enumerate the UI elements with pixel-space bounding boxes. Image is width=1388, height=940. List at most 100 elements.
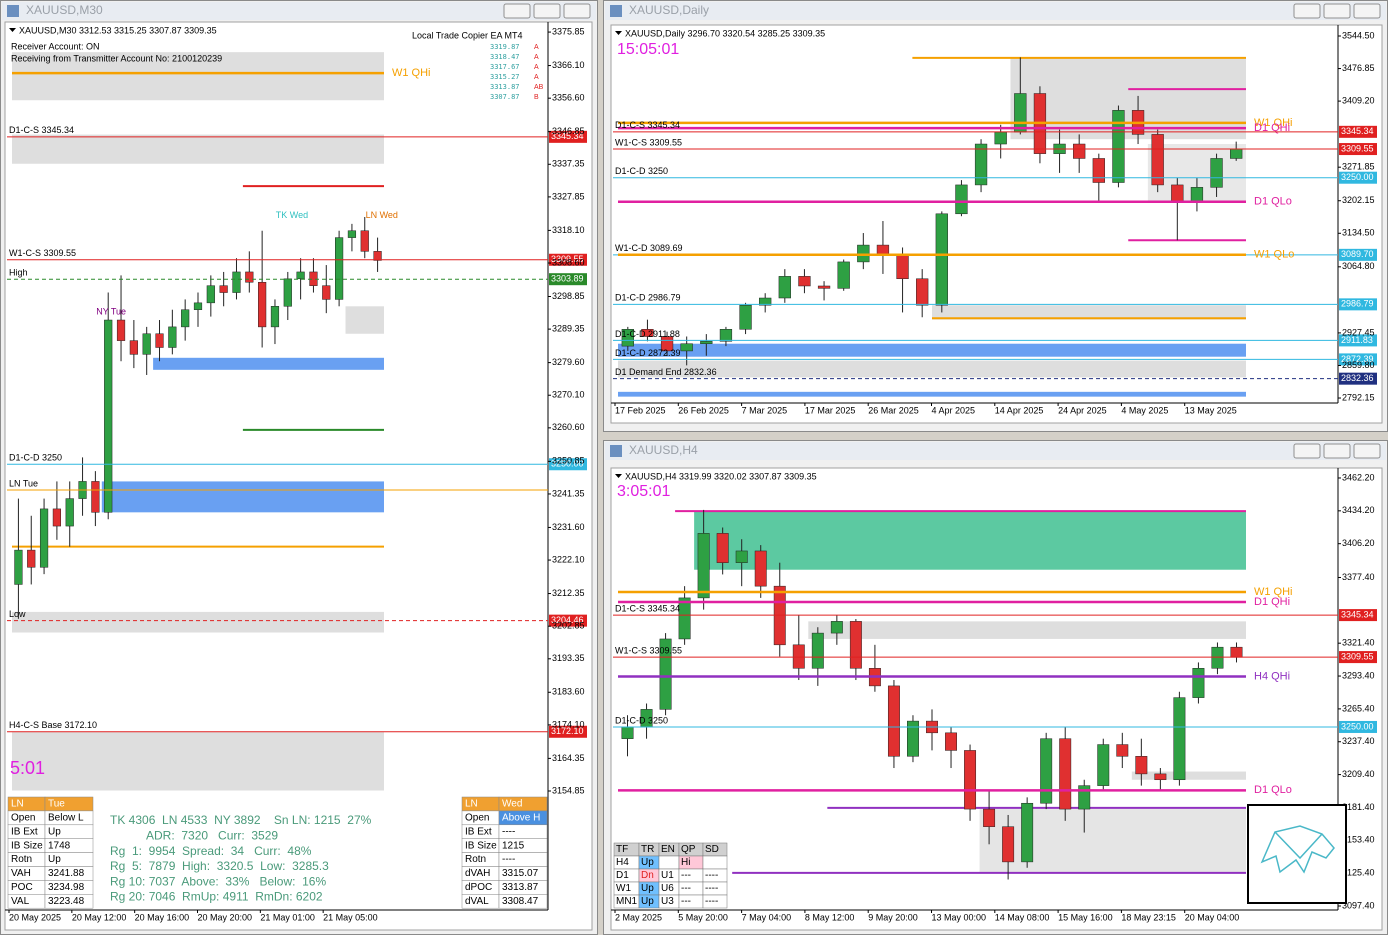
order-price: 3317.67 (490, 63, 520, 71)
stat-line: Rg 20: 7046 RmUp: 4911 RmDn: 6202 (110, 890, 323, 904)
y-tick-label: 3260.60 (552, 422, 585, 432)
x-tick-label: 8 May 12:00 (805, 912, 855, 922)
price-tag-label: 3204.46 (551, 615, 584, 625)
zone (618, 391, 1246, 397)
x-tick-label: 4 Apr 2025 (932, 405, 976, 415)
price-tag-label: 3303.89 (551, 274, 584, 284)
level-label: H4-C-S Base 3172.10 (9, 720, 97, 730)
price-tag-label: 3345.34 (1341, 609, 1374, 619)
candle-body (1192, 668, 1205, 698)
table-text: U3 (661, 896, 674, 907)
candle-body (181, 309, 190, 328)
candle-body (983, 808, 996, 827)
order-price: 3318.47 (490, 53, 520, 61)
candle-body (335, 237, 344, 300)
y-tick-label: 3212.35 (552, 588, 585, 598)
x-tick-label: 5 May 20:00 (678, 912, 728, 922)
level-label: High (9, 268, 28, 278)
timer: 15:05:01 (617, 41, 679, 58)
x-tick-label: 24 Apr 2025 (1058, 405, 1107, 415)
candle-body (1135, 756, 1148, 775)
y-tick-label: 2927.45 (1342, 327, 1375, 337)
table-text: --- (681, 870, 691, 881)
y-tick-label: 3134.50 (1342, 228, 1375, 238)
level-label: D1-C-D 2911.88 (615, 329, 680, 339)
candle-body (1230, 148, 1243, 159)
table-text: W1 (616, 883, 631, 894)
level-label: W1-C-D 3089.69 (615, 243, 683, 253)
candle-body (916, 278, 929, 306)
window-button[interactable] (1323, 3, 1351, 19)
level-label: W1 QHi (1254, 586, 1293, 598)
window-button[interactable] (1323, 443, 1351, 459)
table-text: IB Size (11, 840, 43, 851)
timer: 3:05:01 (617, 483, 670, 500)
candle-body (621, 329, 634, 347)
table-text: ---- (502, 854, 515, 865)
app-icon (7, 5, 19, 17)
price-tag (549, 253, 587, 266)
table-text: Open (11, 812, 35, 823)
window-title: XAUUSD,M30 (26, 3, 103, 17)
candle-body (219, 285, 228, 293)
window-button[interactable] (1293, 443, 1321, 459)
y-tick-label: 3308.60 (552, 257, 585, 267)
level-label: D1-C-D 3250 (9, 453, 62, 463)
candle-body (1171, 184, 1184, 203)
candle-body (129, 340, 138, 355)
price-tag (1339, 651, 1377, 664)
candle-body (759, 297, 772, 306)
candle-body (778, 276, 791, 299)
order-price: 3315.27 (490, 73, 520, 81)
window-button[interactable] (533, 3, 561, 19)
candle-body (719, 329, 733, 342)
order-price: 3319.87 (490, 43, 520, 51)
candle-body (678, 597, 691, 640)
price-tag-label: 3345.34 (1341, 126, 1374, 136)
y-tick-label: 3298.85 (552, 291, 585, 301)
window-button[interactable] (503, 3, 531, 19)
level-label: W1-C-S 3309.55 (615, 645, 682, 655)
window-button[interactable] (1353, 443, 1381, 459)
table-text: Rotn (465, 854, 486, 865)
table-text: VAL (11, 896, 30, 907)
price-tag-label: 2832.36 (1341, 373, 1374, 383)
title-bar (605, 2, 1386, 20)
session-label: TK Wed (276, 210, 308, 220)
x-tick-label: 20 May 04:00 (1185, 912, 1240, 922)
candle-body (754, 550, 767, 587)
window-button[interactable] (1353, 3, 1381, 19)
stat-line: TK 4306 LN 4533 NY 3892 Sn LN: 1215 27% (110, 813, 372, 827)
candle-body (1112, 110, 1125, 183)
candle-body (1073, 143, 1086, 159)
table-text: --- (681, 883, 691, 894)
x-tick-label: 14 Apr 2025 (995, 405, 1044, 415)
table-cell (702, 855, 728, 870)
candle-body (1092, 158, 1105, 183)
price-tag (1339, 334, 1377, 347)
table-text: dVAH (465, 868, 490, 879)
candle-body (945, 732, 957, 751)
level-label: W1 QLo (1254, 249, 1294, 261)
info-panel (6, 796, 547, 909)
price-tag-label: 2911.83 (1341, 335, 1373, 345)
level-label: D1-C-D 3250 (615, 715, 668, 725)
window-button[interactable] (563, 3, 591, 19)
price-tag (1339, 298, 1377, 311)
candle-body (193, 302, 203, 310)
candle-body (322, 285, 331, 300)
table-text: 3223.48 (48, 896, 85, 907)
order-side: A (534, 74, 539, 81)
table-text: H4 (616, 857, 629, 868)
window-button[interactable] (1293, 3, 1321, 19)
x-tick-label: 18 May 23:15 (1121, 912, 1176, 922)
table-text: Up (48, 826, 61, 837)
order-side: AB (534, 84, 544, 91)
candle-body (955, 184, 968, 215)
candle-body (1040, 738, 1053, 804)
level-label: D1 QLo (1254, 196, 1292, 208)
candle-body (1059, 738, 1072, 810)
y-tick-label: 3327.85 (552, 191, 585, 201)
candle-body (155, 333, 164, 348)
x-tick-label: 20 May 2025 (9, 912, 61, 922)
